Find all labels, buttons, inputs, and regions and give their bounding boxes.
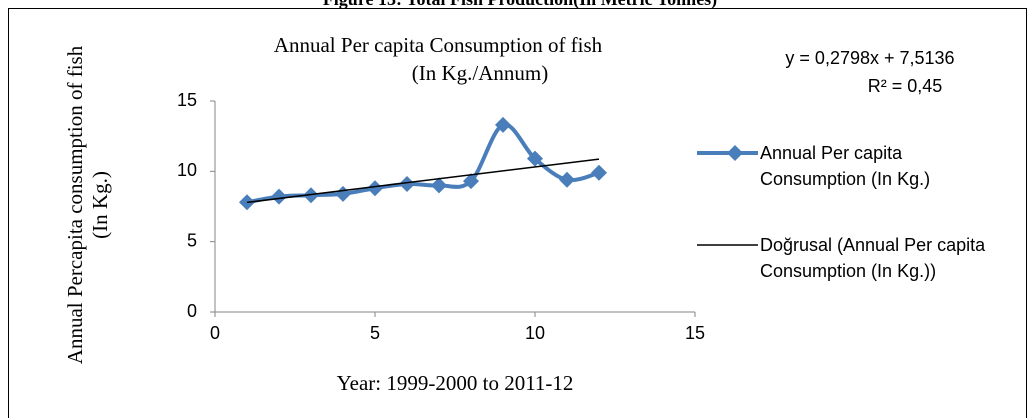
data-point bbox=[335, 185, 351, 202]
caption: Figure 13: Total Fish Production(In Metr… bbox=[323, 0, 717, 10]
data-point bbox=[463, 173, 479, 190]
data-point bbox=[591, 164, 607, 181]
legend-label: Doğrusal (Annual Per capita Consumption … bbox=[760, 235, 986, 281]
x-tick-label: 0 bbox=[210, 323, 220, 343]
x-tick-label: 15 bbox=[685, 323, 705, 343]
y-tick-label: 0 bbox=[187, 301, 197, 321]
r-squared: R² = 0,45 bbox=[868, 76, 943, 96]
data-point bbox=[495, 116, 511, 133]
y-axis-label: Annual Percapita consumption of fish (In… bbox=[63, 45, 112, 365]
data-point bbox=[527, 150, 543, 167]
x-tick-label: 5 bbox=[370, 323, 380, 343]
trend-equation: y = 0,2798x + 7,5136 bbox=[785, 48, 954, 68]
data-point bbox=[431, 177, 447, 194]
legend-label: Annual Per capita Consumption (In Kg.) bbox=[760, 143, 931, 189]
chart-title: Annual Per capita Consumption of fish bbox=[274, 33, 603, 57]
y-tick-label: 10 bbox=[177, 160, 197, 180]
legend-marker bbox=[727, 145, 743, 161]
y-tick-label: 5 bbox=[187, 230, 197, 250]
y-tick-label: 15 bbox=[177, 90, 197, 110]
chart-subtitle: (In Kg./Annum) bbox=[412, 61, 548, 85]
data-point bbox=[271, 188, 287, 205]
data-point bbox=[367, 180, 383, 197]
x-axis-label: Year: 1999-2000 to 2011-12 bbox=[337, 371, 574, 395]
chart-border bbox=[8, 8, 1027, 418]
x-tick-label: 10 bbox=[525, 323, 545, 343]
data-point bbox=[559, 171, 575, 188]
data-line bbox=[246, 122, 600, 205]
trend-line bbox=[246, 158, 600, 204]
data-point bbox=[399, 175, 415, 192]
